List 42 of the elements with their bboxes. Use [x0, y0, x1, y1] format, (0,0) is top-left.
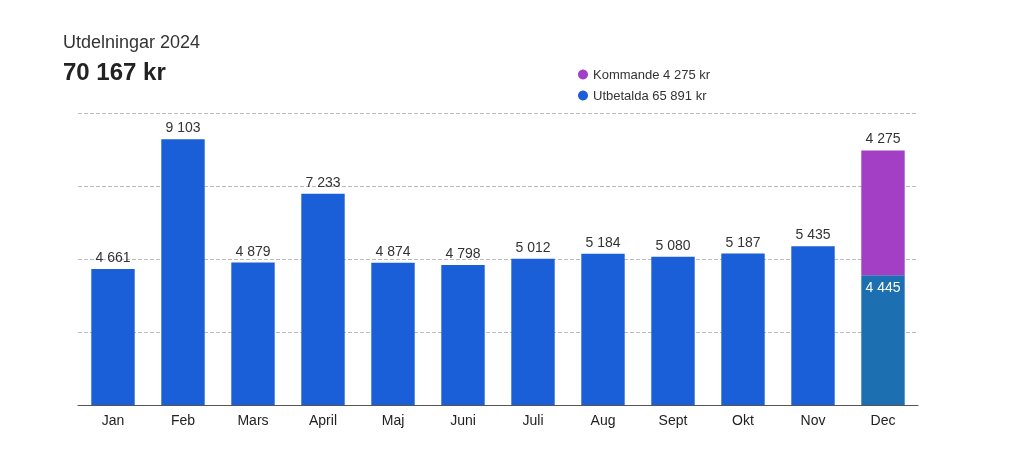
chart-subtitle: 70 167 kr — [63, 57, 166, 85]
chart-title: Utdelningar 2024 — [63, 32, 201, 52]
x-tick-label: Aug — [590, 412, 616, 428]
bar — [301, 193, 345, 405]
x-tick-label: Jan — [101, 412, 125, 428]
legend-label: Kommande 4 275 kr — [593, 67, 711, 82]
x-tick-label: Okt — [732, 412, 754, 428]
bar — [721, 253, 765, 405]
bar — [91, 268, 135, 405]
bar — [161, 139, 205, 405]
data-label: 4 798 — [445, 244, 481, 261]
x-tick-label: Dec — [870, 412, 896, 428]
bar — [861, 150, 905, 276]
data-label: 4 874 — [375, 242, 411, 259]
x-tick-label: Nov — [800, 412, 826, 428]
data-label: 4 879 — [235, 242, 271, 259]
data-label: 5 080 — [655, 236, 691, 253]
data-label: 4 661 — [95, 248, 131, 265]
bar — [441, 264, 485, 405]
bar — [651, 256, 695, 405]
bar — [861, 275, 905, 405]
data-label: 5 012 — [515, 238, 551, 255]
data-label: 5 187 — [725, 233, 761, 250]
bar — [511, 258, 555, 405]
x-tick-label: Juli — [522, 412, 544, 428]
bar — [231, 262, 275, 405]
bar — [371, 262, 415, 405]
x-tick-label: Juni — [450, 412, 476, 428]
bar — [791, 246, 835, 405]
x-tick-label: Maj — [381, 412, 405, 428]
data-label: 5 184 — [585, 233, 621, 250]
x-tick-label: April — [308, 412, 338, 428]
data-label: 5 435 — [795, 226, 831, 243]
x-tick-label: Sept — [658, 412, 688, 428]
legend-label: Utbetalda 65 891 kr — [593, 88, 708, 103]
data-label: 9 103 — [165, 119, 201, 136]
data-label: 4 445 — [865, 279, 901, 296]
x-tick-label: Mars — [237, 412, 269, 428]
data-label: 7 233 — [305, 173, 341, 190]
data-label: 4 275 — [865, 130, 901, 147]
x-tick-label: Feb — [170, 412, 196, 428]
bar — [581, 253, 625, 405]
